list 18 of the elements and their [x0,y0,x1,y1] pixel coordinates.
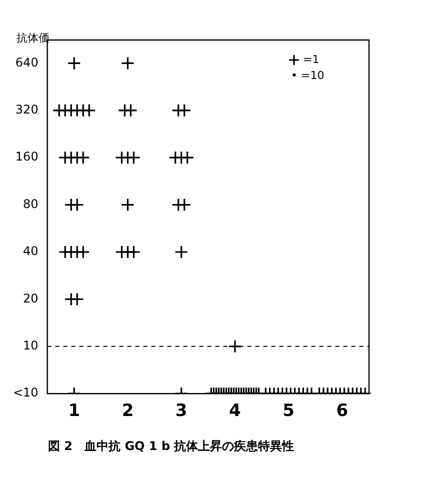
y-tick-label: 320 [15,102,38,117]
y-axis-title: 抗体価 [16,31,50,44]
y-tick-label: <10 [12,386,38,400]
y-tick-label: 80 [23,196,38,211]
x-tick-label: 5 [282,401,295,422]
y-tick-label: 40 [23,244,38,258]
y-tick-label: 20 [23,291,38,306]
x-tick-label: 2 [122,401,134,422]
y-tick-label: 160 [15,150,38,164]
annotation: • =10 [291,68,324,82]
x-tick-label: 4 [229,401,242,422]
y-tick-label: 10 [23,338,38,353]
legend-label: =1 [303,52,320,66]
x-tick-label: 3 [175,401,188,422]
text: 図 2 血中抗 GQ 1 b 抗体上昇の疾患特異性 [48,439,294,454]
x-tick-label: 1 [68,401,80,422]
x-tick-label: 6 [336,401,348,422]
y-tick-label: 640 [15,55,38,70]
